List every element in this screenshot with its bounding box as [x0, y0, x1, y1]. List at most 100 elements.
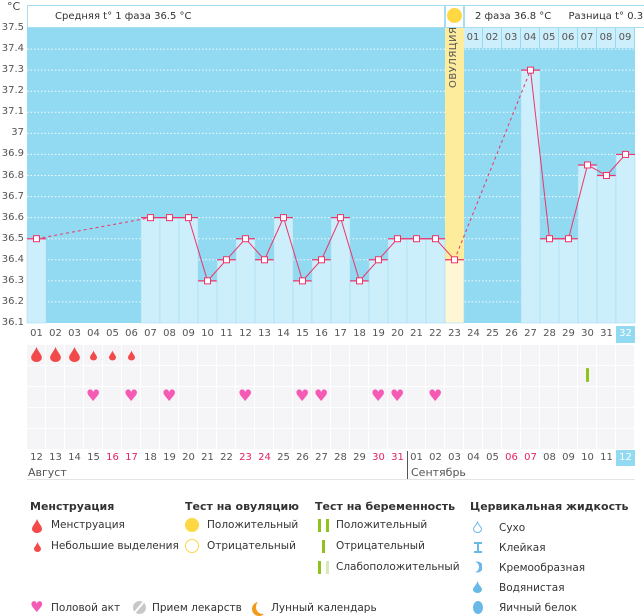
calendar-date[interactable]: 12 — [30, 452, 43, 463]
symptom-cell[interactable] — [160, 366, 178, 386]
cycle-day[interactable]: 06 — [125, 328, 138, 339]
symptom-cell[interactable] — [407, 345, 425, 365]
symptom-cell[interactable]: ♥ — [84, 387, 102, 407]
symptom-cell[interactable] — [122, 366, 140, 386]
symptom-cell[interactable] — [274, 387, 292, 407]
cycle-day[interactable]: 16 — [315, 328, 328, 339]
symptom-cell[interactable] — [160, 408, 178, 428]
symptom-cell[interactable] — [578, 387, 596, 407]
symptom-cell[interactable] — [65, 345, 83, 365]
symptom-cell[interactable] — [388, 429, 406, 449]
symptom-cell[interactable] — [312, 345, 330, 365]
calendar-date[interactable]: 02 — [429, 452, 442, 463]
symptom-cell[interactable] — [103, 408, 121, 428]
cycle-day[interactable]: 13 — [258, 328, 271, 339]
symptom-cell[interactable] — [521, 345, 539, 365]
symptom-cell[interactable] — [331, 345, 349, 365]
symptom-cell[interactable] — [483, 387, 501, 407]
symptom-cell[interactable] — [46, 366, 64, 386]
symptom-cell[interactable] — [46, 408, 64, 428]
symptom-cell[interactable] — [312, 366, 330, 386]
symptom-cell[interactable] — [407, 408, 425, 428]
symptom-cell[interactable] — [217, 345, 235, 365]
calendar-date[interactable]: 26 — [296, 452, 309, 463]
symptom-cell[interactable] — [426, 366, 444, 386]
cycle-day[interactable]: 08 — [163, 328, 176, 339]
cycle-day[interactable]: 26 — [505, 328, 518, 339]
symptom-cell[interactable] — [293, 429, 311, 449]
calendar-date[interactable]: 04 — [467, 452, 480, 463]
symptom-cell[interactable] — [293, 408, 311, 428]
symptom-cell[interactable] — [217, 408, 235, 428]
symptom-cell[interactable] — [141, 345, 159, 365]
symptom-cell[interactable] — [103, 429, 121, 449]
symptom-cell[interactable] — [198, 366, 216, 386]
symptom-cell[interactable] — [198, 345, 216, 365]
symptom-cell[interactable]: ♥ — [426, 387, 444, 407]
symptom-cell[interactable] — [407, 429, 425, 449]
symptom-cell[interactable] — [27, 366, 45, 386]
symptom-cell[interactable] — [464, 408, 482, 428]
symptom-cell[interactable] — [616, 366, 634, 386]
cycle-day[interactable]: 28 — [543, 328, 556, 339]
symptom-cell[interactable] — [236, 408, 254, 428]
symptom-cell[interactable] — [350, 366, 368, 386]
symptom-cell[interactable] — [616, 408, 634, 428]
symptom-cell[interactable] — [445, 429, 463, 449]
symptom-cell[interactable] — [559, 429, 577, 449]
symptom-cell[interactable] — [350, 345, 368, 365]
cycle-day[interactable]: 10 — [201, 328, 214, 339]
symptom-cell[interactable] — [141, 387, 159, 407]
cycle-day[interactable]: 01 — [30, 328, 43, 339]
symptom-cell[interactable] — [160, 345, 178, 365]
symptom-cell[interactable] — [521, 429, 539, 449]
symptom-cell[interactable] — [369, 429, 387, 449]
cycle-day[interactable]: 15 — [296, 328, 309, 339]
symptom-cell[interactable] — [46, 429, 64, 449]
symptom-cell[interactable] — [426, 408, 444, 428]
symptom-cell[interactable] — [236, 429, 254, 449]
symptom-cell[interactable] — [103, 366, 121, 386]
symptom-cell[interactable] — [616, 429, 634, 449]
symptom-cell[interactable] — [217, 429, 235, 449]
symptom-cell[interactable] — [407, 366, 425, 386]
calendar-date[interactable]: 14 — [68, 452, 81, 463]
cycle-day[interactable]: 12 — [239, 328, 252, 339]
symptom-cell[interactable] — [255, 345, 273, 365]
symptom-cell[interactable] — [141, 366, 159, 386]
symptom-cell[interactable] — [445, 408, 463, 428]
calendar-date[interactable]: 15 — [87, 452, 100, 463]
symptom-cell[interactable] — [255, 408, 273, 428]
symptom-cell[interactable] — [84, 408, 102, 428]
symptom-cell[interactable] — [578, 429, 596, 449]
symptom-cell[interactable] — [616, 345, 634, 365]
symptom-cell[interactable]: ♥ — [160, 387, 178, 407]
symptom-cell[interactable] — [502, 345, 520, 365]
symptom-cell[interactable] — [122, 345, 140, 365]
calendar-date[interactable]: 17 — [125, 452, 138, 463]
symptom-cell[interactable] — [179, 429, 197, 449]
symptom-cell[interactable] — [293, 366, 311, 386]
symptom-cell[interactable] — [179, 366, 197, 386]
symptom-cell[interactable] — [84, 429, 102, 449]
symptom-cell[interactable] — [65, 387, 83, 407]
symptom-cell[interactable] — [350, 429, 368, 449]
symptom-cell[interactable] — [217, 366, 235, 386]
symptom-cell[interactable] — [597, 387, 615, 407]
symptom-cell[interactable] — [540, 408, 558, 428]
symptom-cell[interactable] — [274, 345, 292, 365]
calendar-date[interactable]: 30 — [372, 452, 385, 463]
symptom-cell[interactable] — [122, 429, 140, 449]
symptom-cell[interactable] — [502, 429, 520, 449]
calendar-date[interactable]: 29 — [353, 452, 366, 463]
calendar-date[interactable]: 31 — [391, 452, 404, 463]
calendar-date[interactable]: 03 — [448, 452, 461, 463]
symptom-cell[interactable] — [65, 366, 83, 386]
symptom-cell[interactable] — [540, 387, 558, 407]
symptom-cell[interactable] — [445, 345, 463, 365]
symptom-cell[interactable] — [65, 429, 83, 449]
symptom-cell[interactable]: ♥ — [369, 387, 387, 407]
symptom-cell[interactable] — [293, 345, 311, 365]
calendar-date[interactable]: 16 — [106, 452, 119, 463]
symptom-cell[interactable]: ♥ — [122, 387, 140, 407]
